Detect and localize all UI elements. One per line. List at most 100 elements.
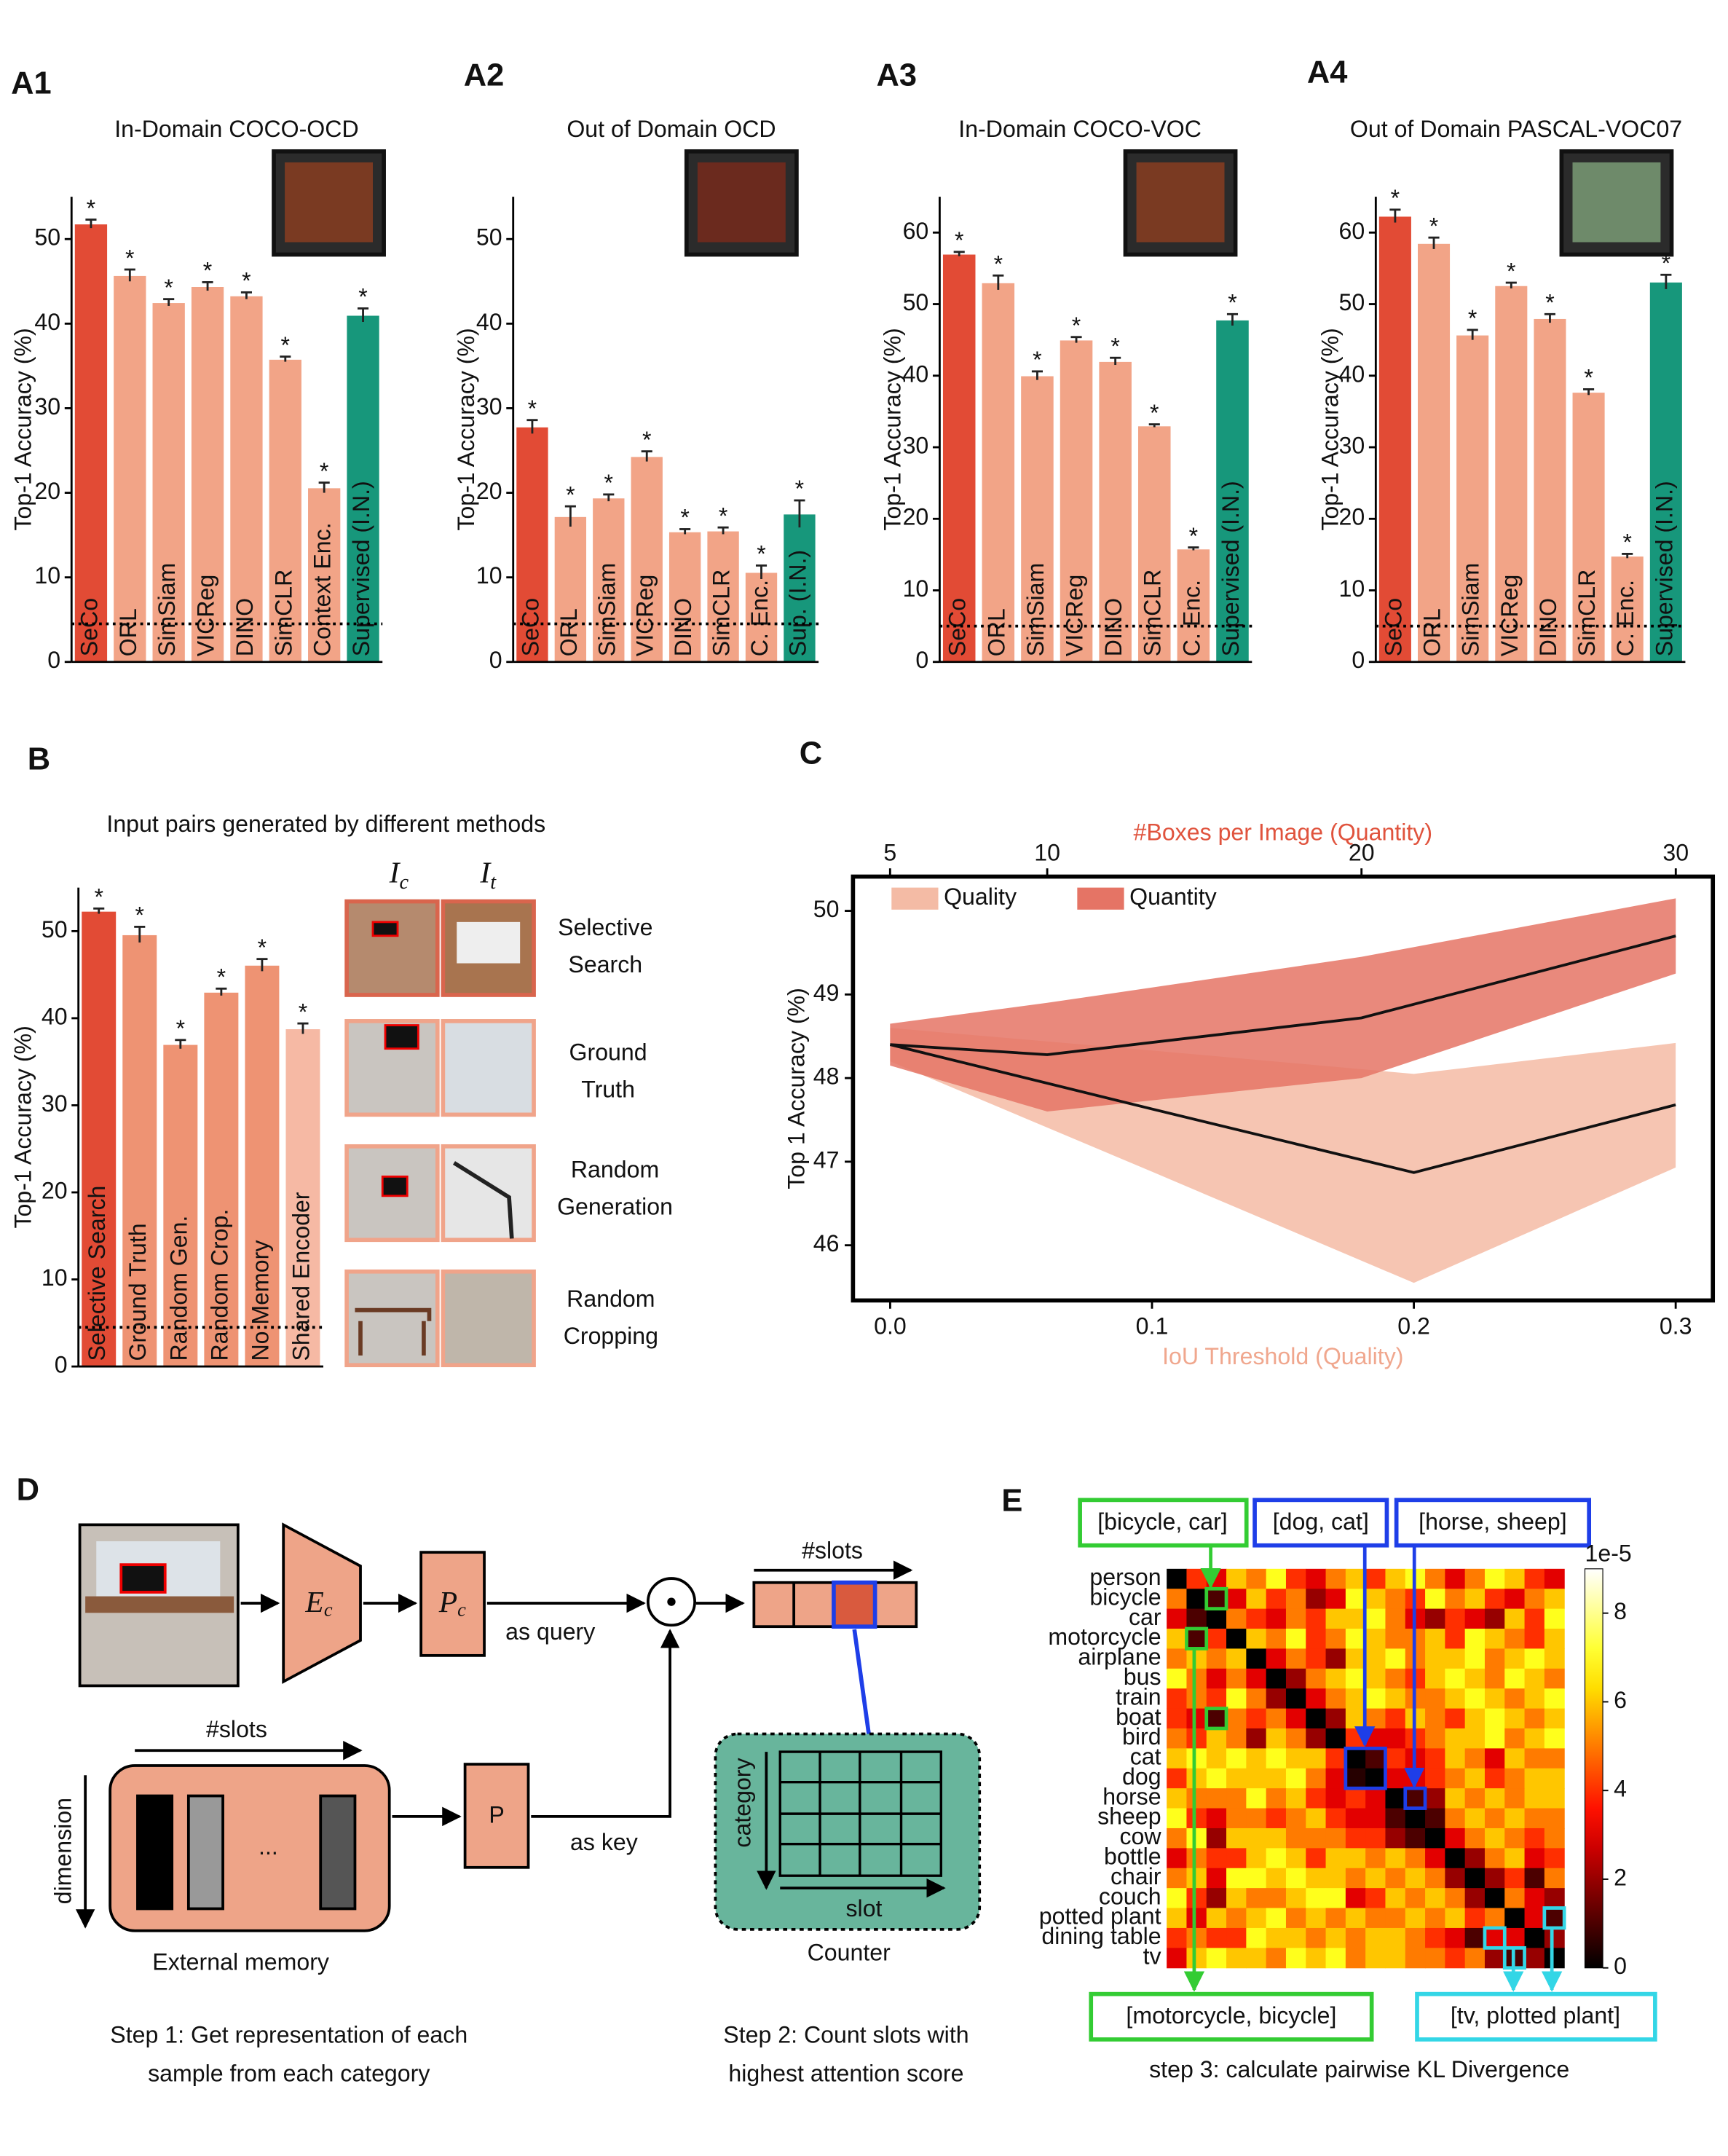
- heatmap-cell: [1484, 1768, 1505, 1789]
- row-label: boat: [1116, 1704, 1161, 1730]
- heatmap-cell: [1385, 1748, 1406, 1769]
- bar-label: Ground Truth: [125, 1223, 151, 1361]
- counter-axis-label: category: [730, 1758, 756, 1847]
- heatmap-cell: [1206, 1668, 1227, 1689]
- significance-marker: *: [1189, 523, 1199, 549]
- heatmap-cell: [1484, 1748, 1505, 1769]
- heatmap-cell: [1484, 1708, 1505, 1729]
- heatmap-cell: [1524, 1648, 1545, 1669]
- y-tick-label: 49: [813, 980, 840, 1006]
- heatmap-cell: [1306, 1668, 1327, 1689]
- row-label: train: [1116, 1683, 1161, 1710]
- step-caption: Step 1: Get representation of each: [110, 2022, 467, 2048]
- heatmap-cell: [1266, 1589, 1287, 1610]
- heatmap-cell: [1504, 1868, 1526, 1889]
- heatmap-cell: [1345, 1848, 1366, 1869]
- chart-title: In-Domain COCO-VOC: [958, 116, 1202, 142]
- heatmap-cell: [1445, 1748, 1466, 1769]
- y-tick-label: 30: [903, 433, 929, 459]
- heatmap-cell: [1425, 1648, 1445, 1669]
- heatmap-cell: [1186, 1768, 1207, 1789]
- heatmap-cell: [1504, 1768, 1526, 1789]
- step-caption: highest attention score: [728, 2061, 963, 2087]
- heatmap-cell: [1167, 1868, 1188, 1889]
- heatmap-cell: [1425, 1568, 1445, 1589]
- heatmap-cell: [1504, 1788, 1526, 1809]
- heatmap-cell: [1484, 1848, 1505, 1869]
- counter-label: Counter: [808, 1939, 891, 1965]
- heatmap-cell: [1226, 1708, 1247, 1729]
- significance-marker: *: [125, 245, 135, 271]
- heatmap-cell: [1504, 1568, 1526, 1589]
- y-tick-label: 40: [42, 1003, 68, 1029]
- heatmap-cell: [1385, 1948, 1406, 1969]
- heatmap-cell: [1186, 1828, 1207, 1849]
- row-label: sheep: [1097, 1803, 1161, 1830]
- heatmap-cell: [1306, 1589, 1327, 1610]
- heatmap-cell: [1365, 1748, 1386, 1769]
- heatmap-cell: [1365, 1768, 1386, 1789]
- heatmap-cell: [1464, 1868, 1486, 1889]
- heatmap-cell: [1226, 1668, 1247, 1689]
- heatmap-cell: [1306, 1788, 1327, 1809]
- panel-label: C: [800, 736, 822, 771]
- heatmap-cell: [1186, 1708, 1207, 1729]
- heatmap-cell: [1425, 1828, 1445, 1849]
- heatmap-cell: [1544, 1608, 1565, 1629]
- bar: [630, 455, 664, 663]
- bar-label: SeCo: [517, 598, 543, 656]
- heatmap-cell: [1266, 1728, 1287, 1749]
- bar: [74, 223, 109, 663]
- heatmap-cell: [1325, 1948, 1346, 1969]
- key-label: as key: [570, 1829, 638, 1855]
- heatmap-cell: [1285, 1708, 1306, 1729]
- heatmap-cell: [1464, 1948, 1486, 1969]
- bar-label: C. Enc.: [746, 580, 773, 656]
- heatmap-cell: [1226, 1748, 1247, 1769]
- heatmap-cell: [1365, 1568, 1386, 1589]
- heatmap-cell: [1445, 1688, 1466, 1710]
- heatmap-cell: [1385, 1848, 1406, 1869]
- chart-title: Out of Domain PASCAL-VOC07: [1350, 116, 1682, 142]
- heatmap-cell: [1226, 1629, 1247, 1649]
- slots-label: #slots: [802, 1538, 863, 1564]
- caption: step 3: calculate pairwise KL Divergence: [1149, 2056, 1569, 2082]
- heatmap-cell: [1544, 1629, 1565, 1649]
- heatmap-cell: [1226, 1808, 1247, 1829]
- heatmap-cell: [1524, 1629, 1545, 1649]
- heatmap-cell: [1186, 1589, 1207, 1610]
- highlight-box: [1185, 1626, 1209, 1651]
- slots-label: #slots: [206, 1716, 267, 1742]
- heatmap-cell: [1425, 1888, 1445, 1909]
- projector-label: Pc: [438, 1584, 466, 1620]
- significance-marker: *: [242, 268, 251, 294]
- heatmap-cell: [1365, 1608, 1386, 1629]
- heatmap-cell: [1445, 1608, 1466, 1629]
- highlight-box: [1204, 1586, 1228, 1610]
- bar: [591, 497, 626, 663]
- bar-label: VICReg: [632, 575, 658, 656]
- significance-marker: *: [358, 284, 367, 310]
- bar-label: Selective Search: [84, 1186, 110, 1361]
- bar: [112, 275, 147, 663]
- annotation: [bicycle, car]: [1097, 1508, 1227, 1535]
- heatmap-cell: [1445, 1768, 1466, 1789]
- heatmap-cell: [1345, 1748, 1366, 1769]
- heatmap-cell: [1306, 1708, 1327, 1729]
- heatmap-cell: [1425, 1608, 1445, 1629]
- heatmap-cell: [1167, 1629, 1188, 1649]
- heatmap-cell: [1445, 1927, 1466, 1948]
- significance-marker: *: [1150, 400, 1159, 426]
- panel-label: A2: [464, 58, 505, 93]
- heatmap-cell: [1186, 1788, 1207, 1809]
- heatmap-cell: [1206, 1708, 1227, 1729]
- heatmap-cell: [1405, 1908, 1426, 1929]
- inset-image-detail: [285, 162, 374, 243]
- heatmap-cell: [1206, 1808, 1227, 1829]
- heatmap-cell: [1484, 1688, 1505, 1710]
- heatmap-cell: [1445, 1808, 1466, 1829]
- row-label: bottle: [1104, 1844, 1161, 1870]
- heatmap-cell: [1544, 1688, 1565, 1710]
- heatmap-cell: [1385, 1568, 1406, 1589]
- x-tick-label: 0.2: [1397, 1313, 1430, 1339]
